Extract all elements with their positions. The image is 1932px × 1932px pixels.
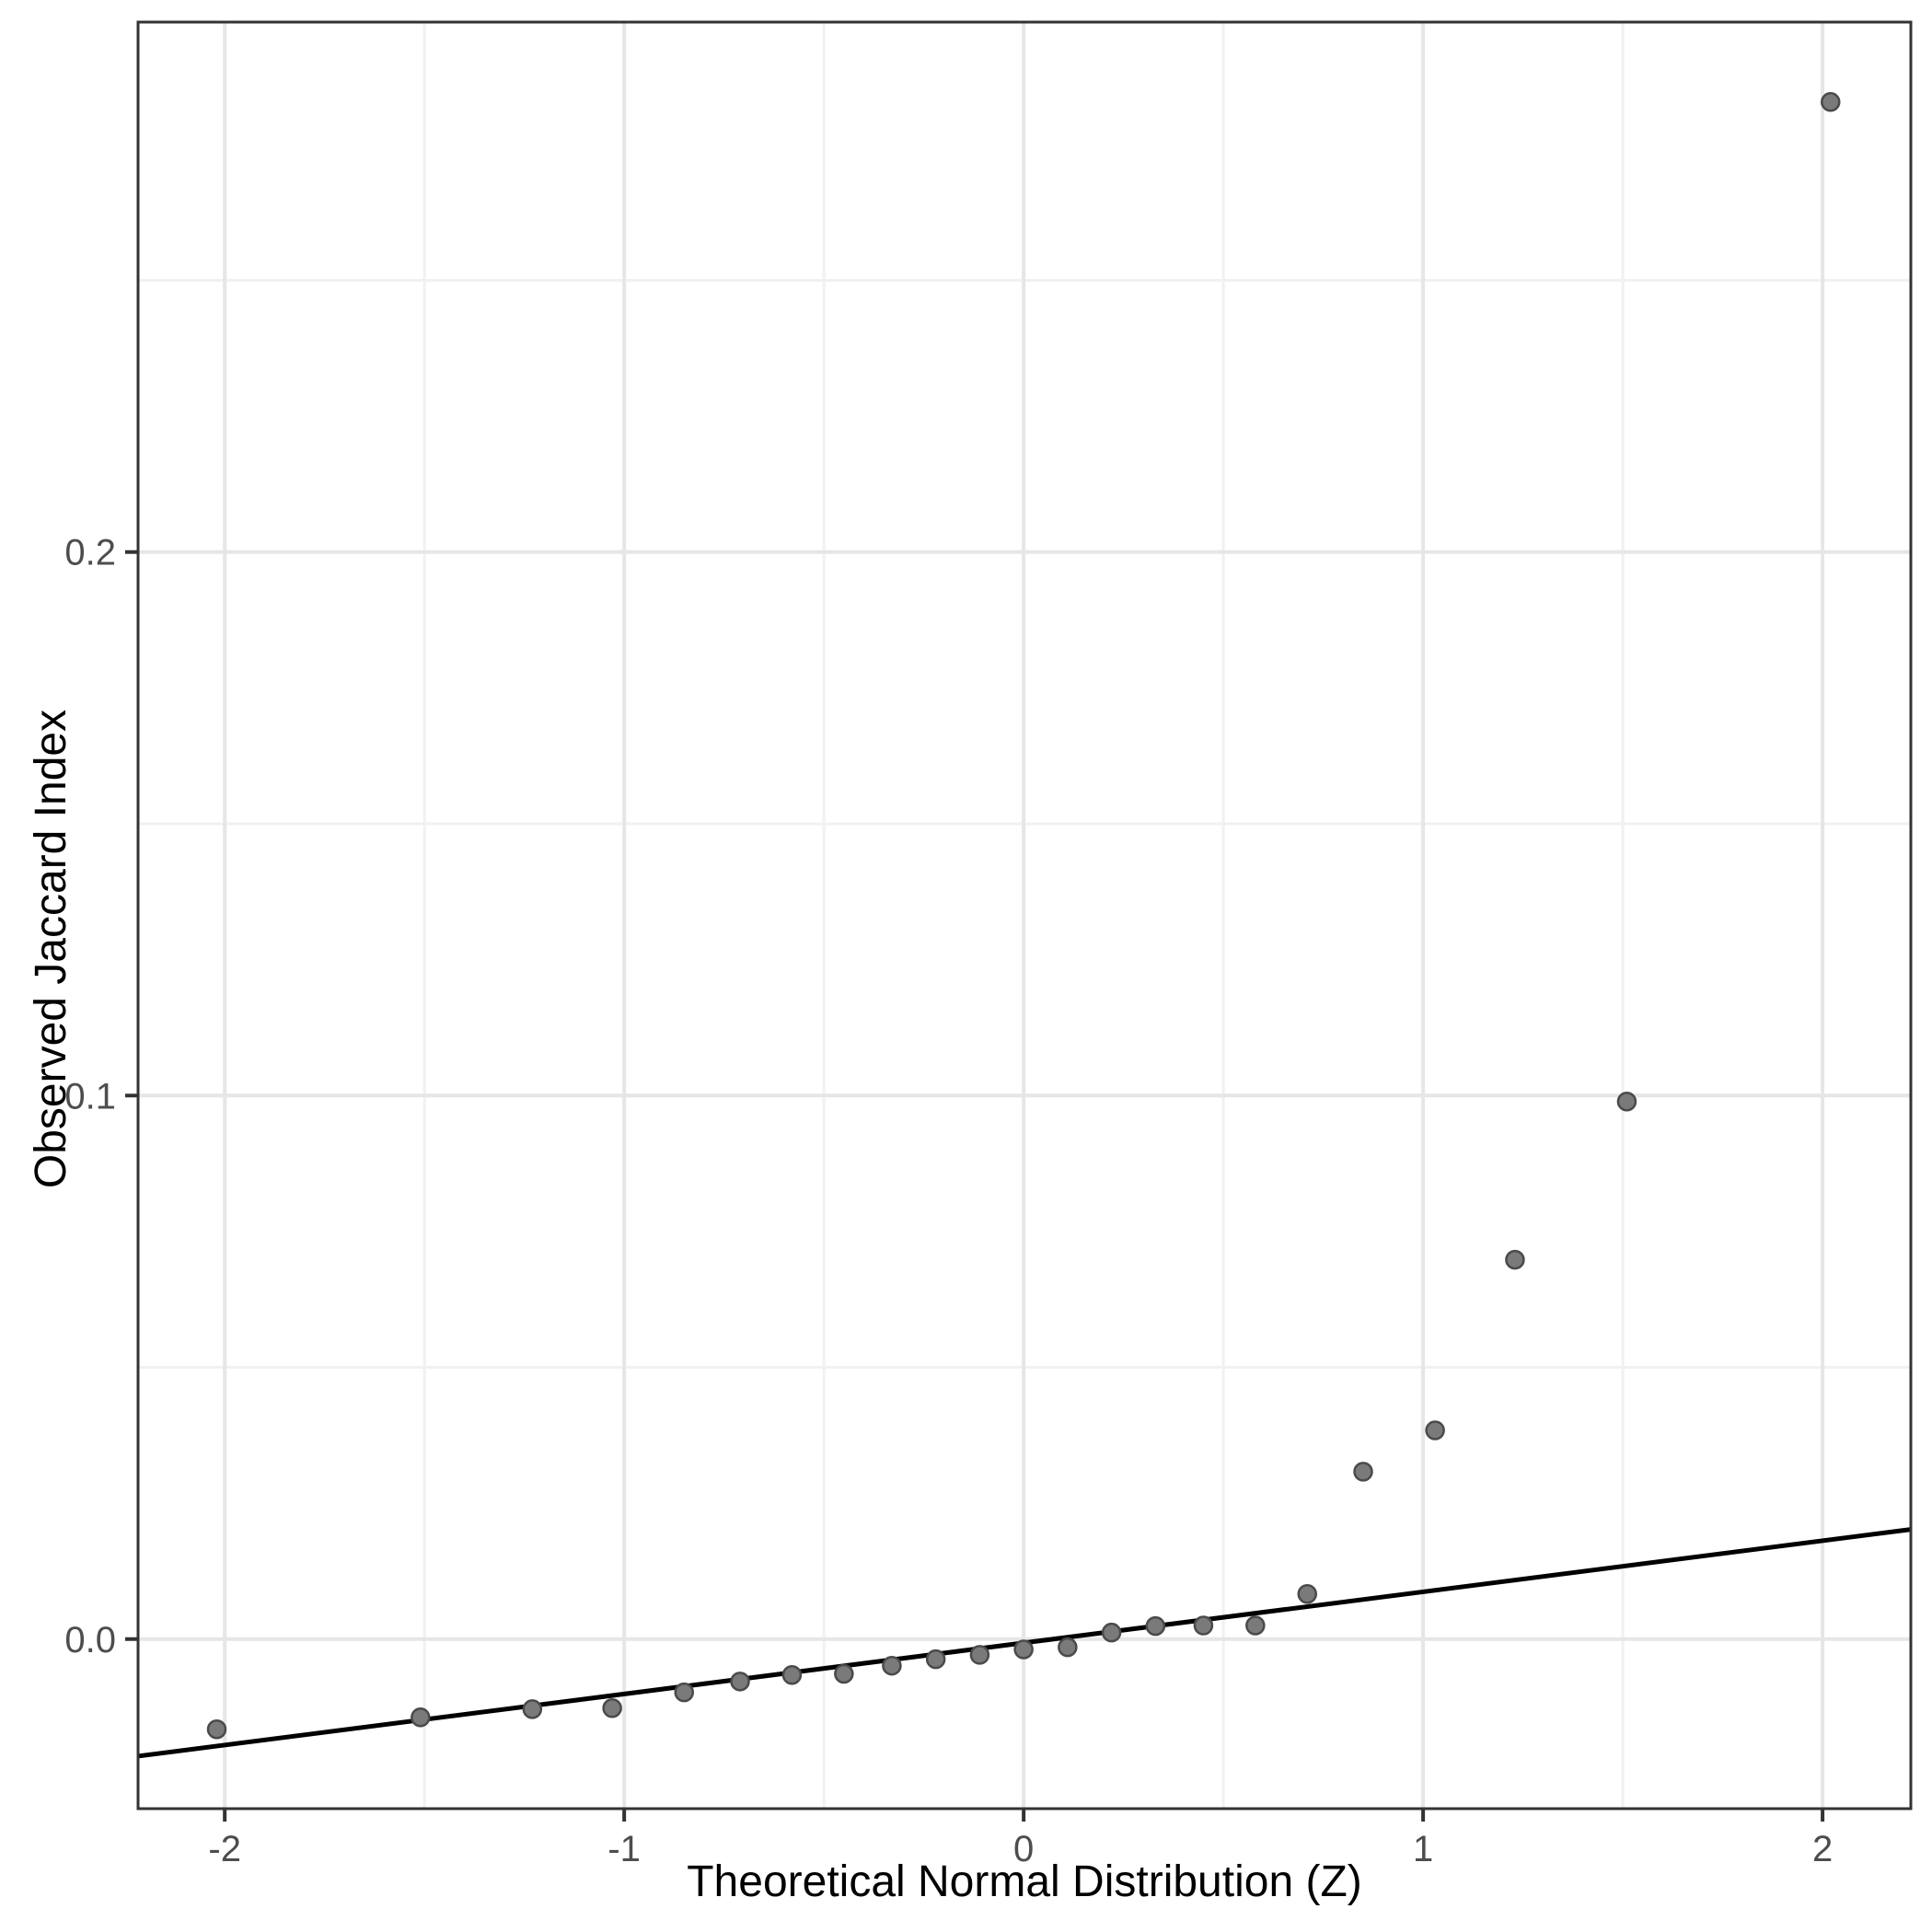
- x-tick-label: 2: [1812, 1829, 1833, 1869]
- y-tick-label: 0.1: [64, 1076, 116, 1116]
- y-tick-label: 0.2: [64, 533, 116, 573]
- x-tick-label: -1: [607, 1829, 641, 1869]
- x-tick-label: 0: [1013, 1829, 1034, 1869]
- data-point: [1145, 1615, 1166, 1637]
- data-point: [1353, 1462, 1373, 1482]
- data-point: [781, 1664, 803, 1685]
- data-point: [1821, 92, 1841, 112]
- x-axis-title: Theoretical Normal Distribution (Z): [687, 1857, 1362, 1906]
- data-point: [1425, 1420, 1445, 1440]
- data-point: [674, 1682, 694, 1703]
- data-point: [206, 1719, 227, 1740]
- data-point: [411, 1707, 431, 1728]
- data-point: [925, 1649, 946, 1670]
- data-point: [1058, 1637, 1078, 1658]
- data-point: [602, 1698, 622, 1718]
- x-tick-label: 1: [1413, 1829, 1433, 1869]
- data-point: [882, 1655, 902, 1676]
- data-point: [1505, 1249, 1525, 1270]
- data-point: [834, 1663, 854, 1684]
- data-point: [1193, 1615, 1214, 1636]
- data-point: [730, 1672, 750, 1692]
- data-point: [1616, 1091, 1637, 1112]
- data-point: [1297, 1583, 1318, 1604]
- y-axis-title: Observed Jaccard Index: [27, 709, 76, 1189]
- data-point: [1013, 1639, 1034, 1660]
- y-tick-label: 0.0: [64, 1620, 116, 1660]
- data-point: [1245, 1615, 1266, 1636]
- x-tick-label: -2: [208, 1829, 241, 1869]
- data-point: [1101, 1622, 1122, 1643]
- data-point: [522, 1699, 543, 1719]
- data-point: [969, 1645, 990, 1665]
